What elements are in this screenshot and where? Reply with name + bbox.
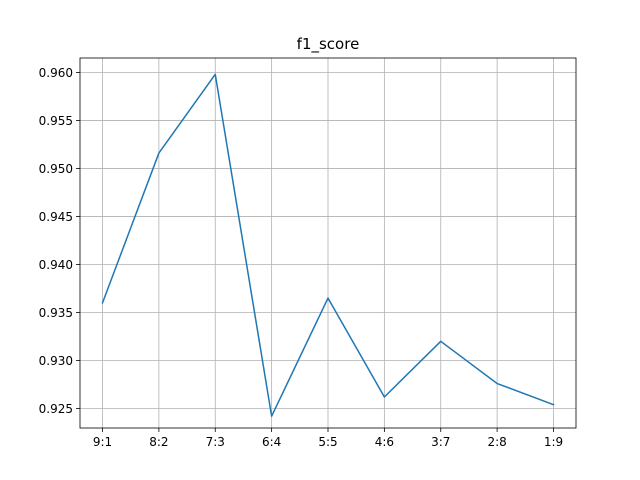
y-tick-label: 0.945 <box>39 210 73 224</box>
x-tick-label: 6:4 <box>262 435 281 449</box>
x-tick-label: 8:2 <box>149 435 168 449</box>
y-tick-label: 0.960 <box>39 66 73 80</box>
y-tick-label: 0.950 <box>39 162 73 176</box>
grid <box>80 58 576 428</box>
x-tick-label: 3:7 <box>431 435 450 449</box>
x-tick-label: 5:5 <box>318 435 337 449</box>
chart-title: f1_score <box>297 35 360 54</box>
x-tick-label: 4:6 <box>375 435 394 449</box>
y-tick-label: 0.940 <box>39 258 73 272</box>
x-tick-label: 1:9 <box>544 435 563 449</box>
x-tick-label: 2:8 <box>487 435 506 449</box>
x-tick-label: 9:1 <box>93 435 112 449</box>
y-tick-label: 0.925 <box>39 402 73 416</box>
y-tick-label: 0.930 <box>39 354 73 368</box>
y-tick-label: 0.935 <box>39 306 73 320</box>
axes-frame <box>79 57 577 429</box>
y-tick-label: 0.955 <box>39 114 73 128</box>
plot-area <box>101 73 555 417</box>
x-tick-label: 7:3 <box>206 435 225 449</box>
axis-ticks: 9:1 8:2 7:3 6:4 5:5 4:6 3:7 2:8 1:9 0.925 0.930 0.9… <box>39 66 564 449</box>
